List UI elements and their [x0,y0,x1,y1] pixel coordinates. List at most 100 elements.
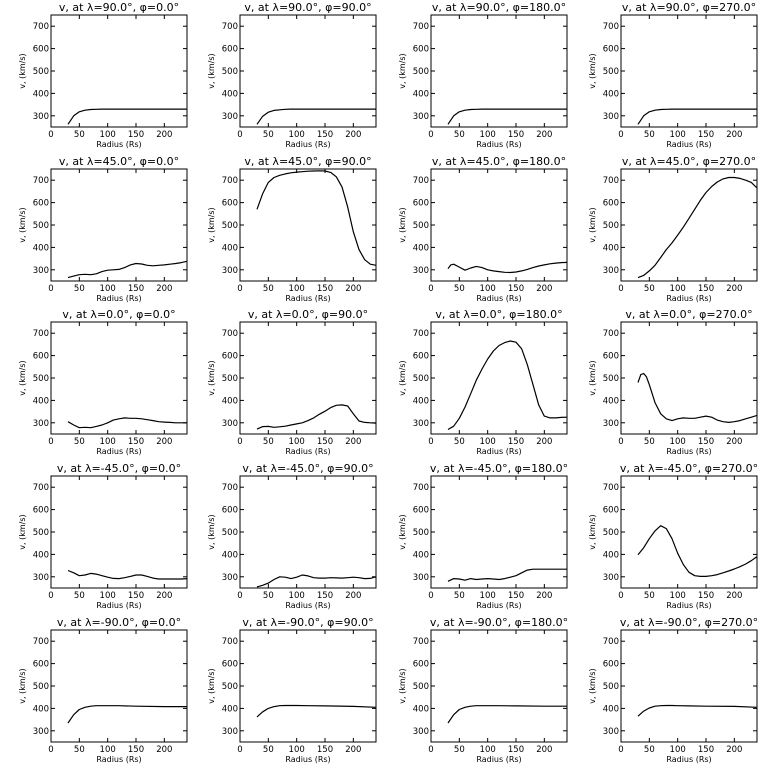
y-tick-label: 600 [33,506,49,516]
subplot-title: v, at λ=90.0°, φ=270.0° [622,1,756,14]
y-tick-label: 600 [603,199,619,209]
y-tick-label: 300 [603,727,619,737]
y-axis-label: v, (km/s) [398,360,407,395]
y-tick-label: 700 [222,176,238,186]
subplot: v, at λ=90.0°, φ=180.0° 0 50 100 150 200 300 40… [398,1,568,149]
series-line [256,704,377,718]
y-tick-label: 400 [413,243,429,253]
y-tick-label: 300 [413,727,429,737]
x-tick-label: 0 [428,284,433,294]
x-tick-label: 100 [100,745,116,755]
y-tick-label: 600 [603,352,619,362]
x-axis-label: Radius (Rs) [96,601,141,610]
x-tick-label: 50 [644,130,655,140]
series-line [447,705,567,724]
series-line [637,525,758,578]
y-tick-label: 700 [413,483,429,493]
x-tick-label: 200 [726,284,742,294]
x-tick-label: 50 [74,437,85,447]
y-tick-label: 600 [413,45,429,55]
x-tick-label: 200 [536,437,552,447]
x-axis-label: Radius (Rs) [285,140,330,149]
x-axis-label: Radius (Rs) [285,447,330,456]
subplot: v, at λ=90.0°, φ=270.0° 0 50 100 150 200 300 40… [588,1,758,149]
plot-frame [239,475,377,589]
y-tick-label: 600 [413,506,429,516]
series-line [256,108,376,125]
x-tick-label: 150 [128,745,144,755]
x-tick-label: 0 [237,591,242,601]
x-tick-label: 50 [263,284,274,294]
series-line [256,170,377,266]
y-tick-label: 700 [33,176,49,186]
x-tick-label: 100 [100,130,116,140]
y-tick-label: 600 [222,660,238,670]
x-tick-label: 50 [74,591,85,601]
y-tick-label: 700 [603,329,619,339]
subplot: v, at λ=45.0°, φ=270.0° 0 50 100 150 200 300 40… [588,155,758,303]
x-tick-label: 0 [48,284,53,294]
x-tick-label: 50 [454,591,465,601]
y-tick-label: 300 [33,573,49,583]
y-axis-label: v, (km/s) [207,360,216,395]
y-axis-label: v, (km/s) [18,53,27,88]
y-tick-label: 300 [413,419,429,429]
plot-frame [620,14,758,128]
subplot-title: v, at λ=-90.0°, φ=180.0° [430,616,568,629]
y-axis-label: v, (km/s) [207,53,216,88]
series-line [637,704,758,717]
series-line [67,705,187,724]
y-tick-label: 700 [33,483,49,493]
plot-frame [50,321,188,435]
y-tick-label: 600 [33,199,49,209]
y-tick-label: 700 [413,176,429,186]
y-tick-label: 300 [222,419,238,429]
series-line [447,568,567,582]
plot-frame [430,14,568,128]
subplot-title: v, at λ=45.0°, φ=270.0° [622,155,756,168]
x-tick-label: 150 [128,130,144,140]
x-axis-label: Radius (Rs) [476,601,521,610]
x-tick-label: 150 [698,745,714,755]
plot-frame [50,475,188,589]
y-tick-label: 300 [33,727,49,737]
y-tick-label: 500 [222,221,238,231]
x-tick-label: 100 [670,284,686,294]
x-tick-label: 200 [156,591,172,601]
subplot: v, at λ=90.0°, φ=0.0° 0 50 100 150 200 300 400 5… [18,1,188,149]
y-tick-label: 600 [603,45,619,55]
x-tick-label: 50 [74,745,85,755]
x-tick-label: 0 [237,437,242,447]
subplot-title: v, at λ=90.0°, φ=0.0° [59,1,179,14]
y-tick-label: 300 [603,266,619,276]
y-tick-label: 500 [33,528,49,538]
x-tick-label: 150 [698,591,714,601]
x-tick-label: 100 [480,284,496,294]
subplot-title: v, at λ=90.0°, φ=90.0° [244,1,371,14]
x-tick-label: 200 [345,130,361,140]
y-tick-label: 400 [222,396,238,406]
x-tick-label: 100 [480,591,496,601]
x-tick-label: 150 [128,284,144,294]
y-tick-label: 600 [413,660,429,670]
x-tick-label: 50 [644,437,655,447]
series-line [67,417,187,429]
y-tick-label: 600 [603,506,619,516]
series-line [637,108,757,125]
x-axis-label: Radius (Rs) [476,294,521,303]
y-tick-label: 300 [222,112,238,122]
x-tick-label: 150 [698,130,714,140]
y-tick-label: 700 [603,637,619,647]
y-tick-label: 500 [603,682,619,692]
y-axis-label: v, (km/s) [398,514,407,549]
x-tick-label: 100 [670,437,686,447]
x-tick-label: 0 [48,130,53,140]
y-axis-label: v, (km/s) [18,668,27,703]
y-tick-label: 600 [222,199,238,209]
plot-frame [620,321,758,435]
y-tick-label: 700 [222,637,238,647]
x-tick-label: 0 [237,745,242,755]
series-line [447,261,568,274]
plot-frame [239,14,377,128]
subplot-title: v, at λ=-90.0°, φ=90.0° [242,616,373,629]
